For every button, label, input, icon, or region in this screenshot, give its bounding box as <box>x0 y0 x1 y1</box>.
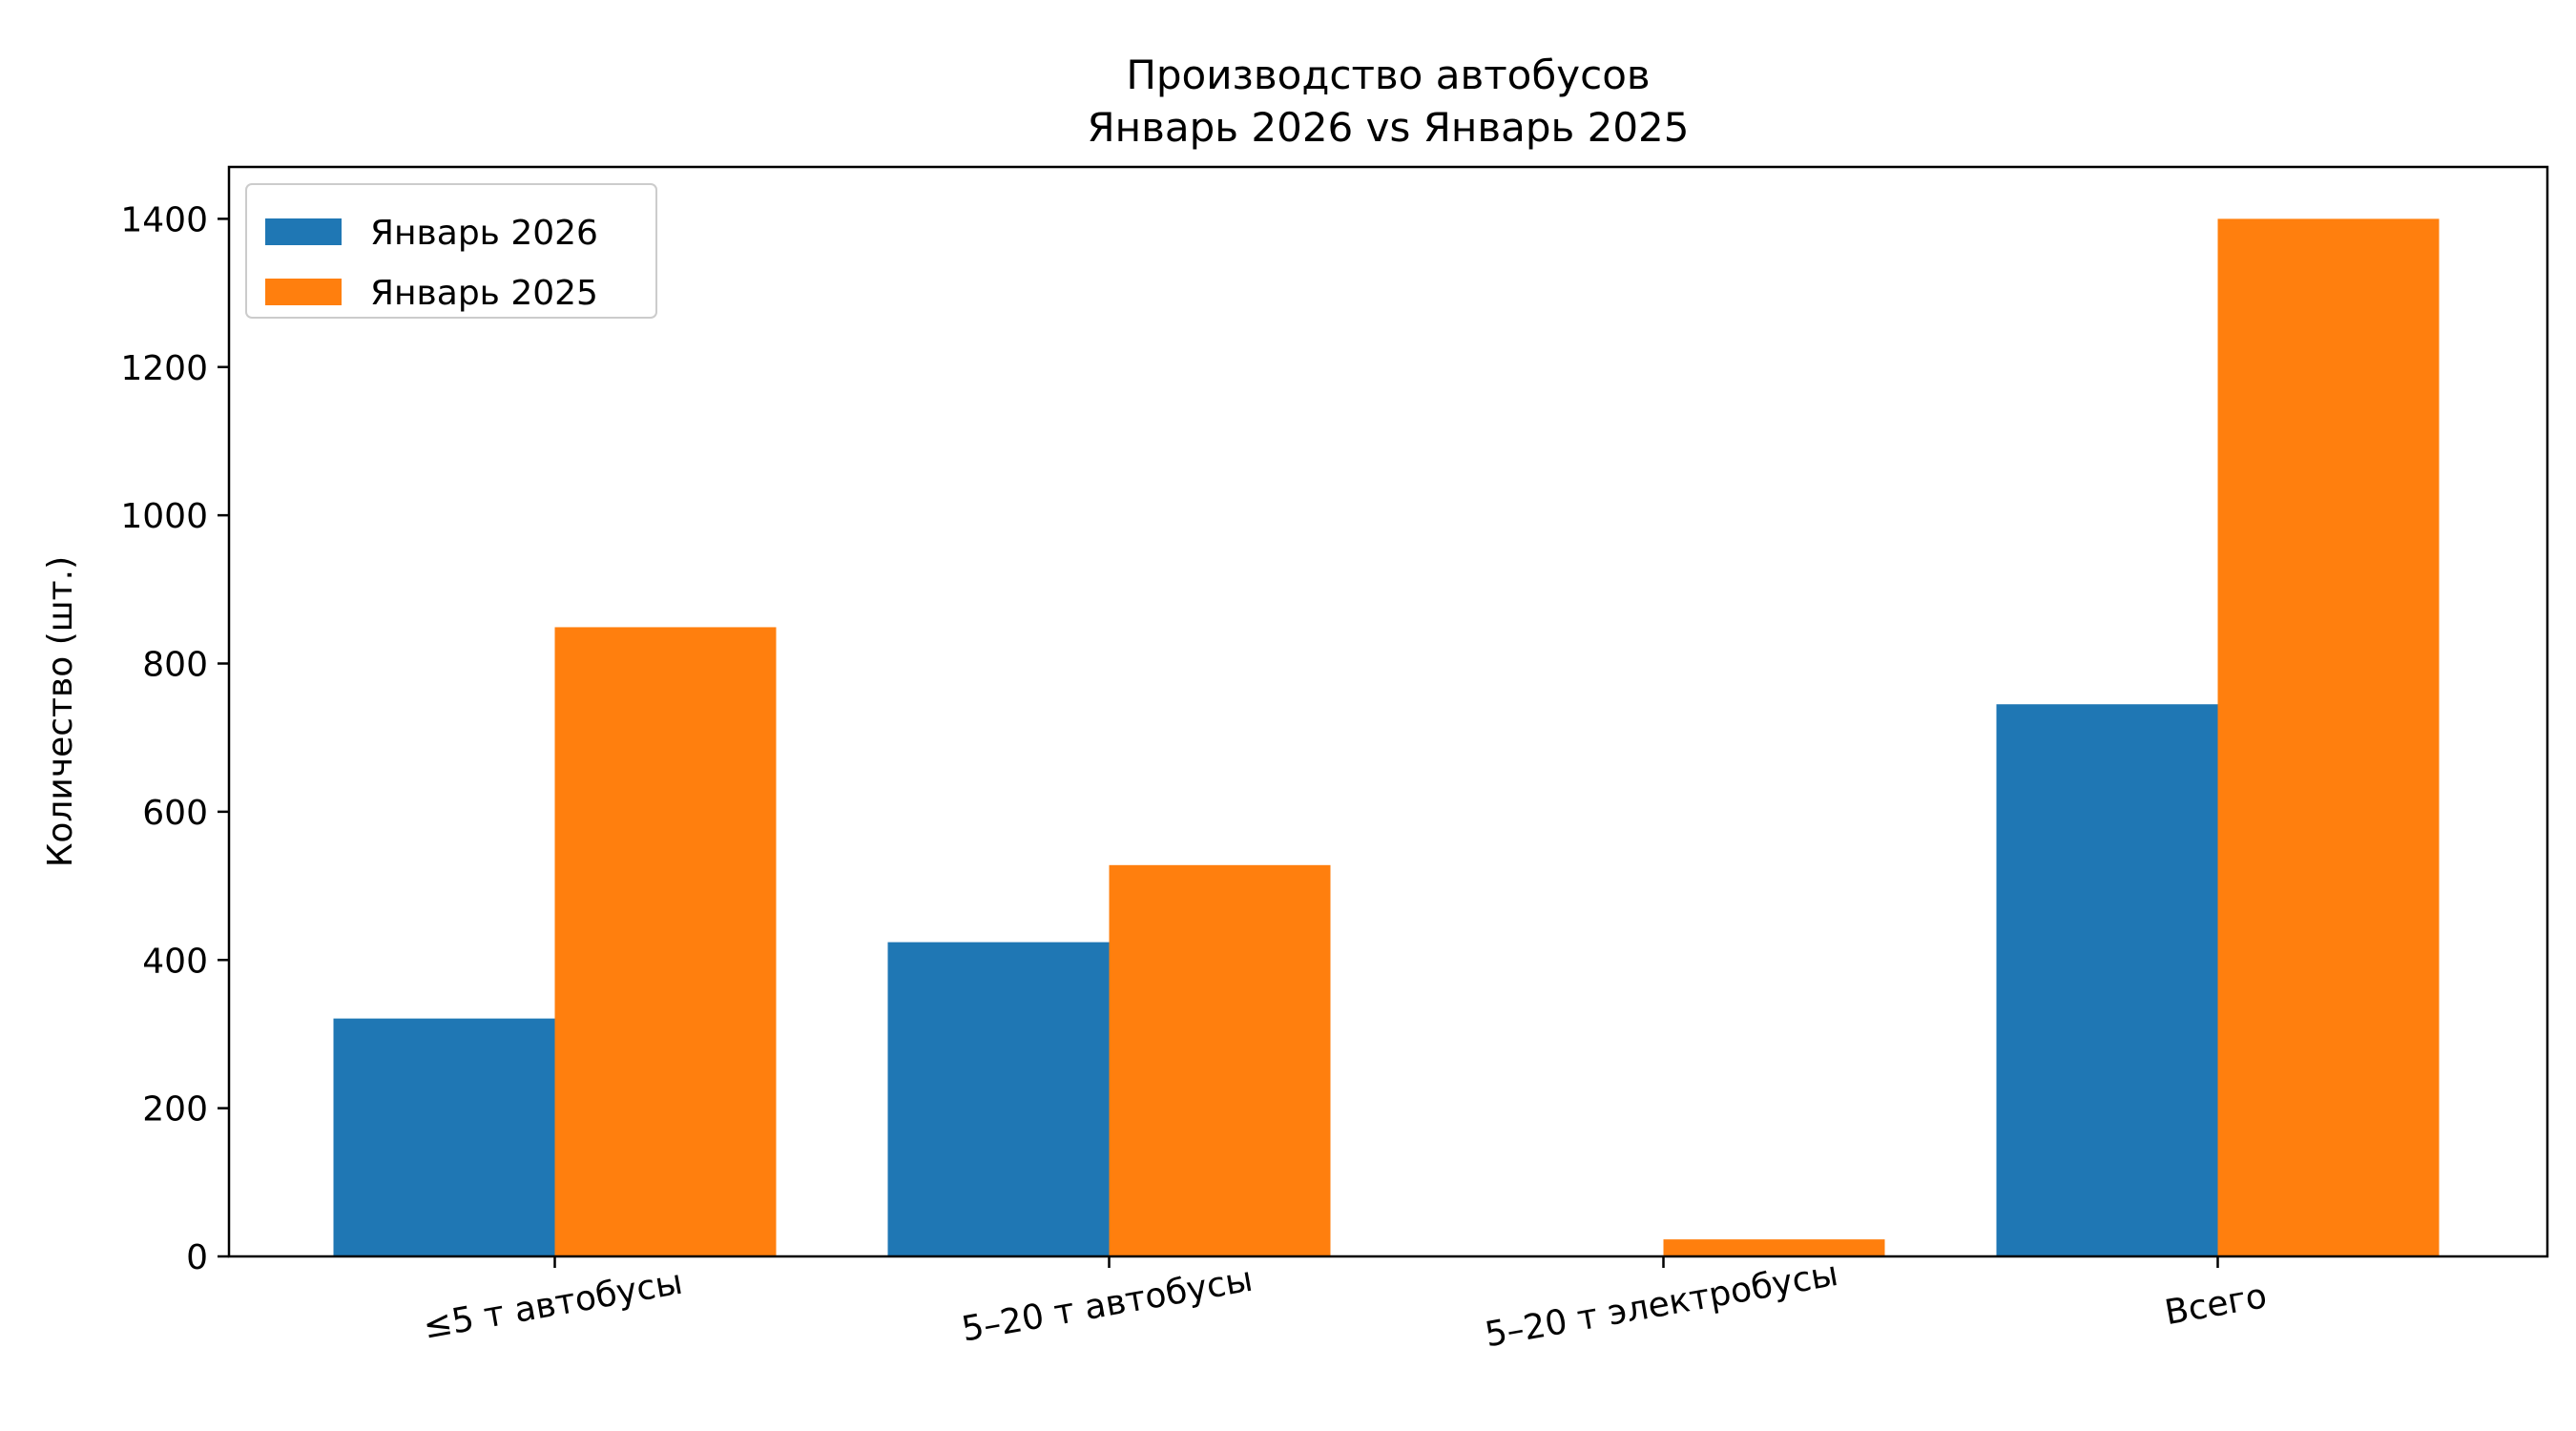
y-axis: 0 200 400 600 800 1000 1200 1400 <box>120 200 229 1277</box>
y-tick-label: 1200 <box>120 349 208 388</box>
y-tick-label: 600 <box>142 794 208 833</box>
legend: Январь 2026 Январь 2025 <box>245 183 657 319</box>
y-tick-label: 800 <box>142 646 208 685</box>
legend-label: Январь 2025 <box>370 274 598 313</box>
y-tick-label: 200 <box>142 1090 208 1130</box>
bar-series-2-cat-3 <box>1663 1239 1885 1256</box>
bar-series-1-cat-4 <box>1996 704 2218 1256</box>
bar-series-2-cat-1 <box>554 627 777 1256</box>
chart-subtitle: Январь 2026 vs Январь 2025 <box>1087 104 1689 151</box>
bar-series-2-cat-4 <box>2217 218 2440 1256</box>
y-tick-label: 400 <box>142 942 208 981</box>
x-tick-label: 5–20 т автобусы <box>959 1260 1256 1350</box>
bars-layer <box>333 218 2440 1256</box>
plot-frame <box>227 165 2549 1258</box>
y-tick-label: 0 <box>186 1238 208 1277</box>
legend-label: Январь 2026 <box>370 214 598 253</box>
x-tick-label: ≤5 т автобусы <box>421 1263 686 1347</box>
bar-series-2-cat-2 <box>1109 864 1331 1256</box>
y-axis-label: Количество (шт.) <box>41 556 80 867</box>
y-tick-label: 1000 <box>120 497 208 536</box>
legend-box <box>245 183 657 319</box>
chart-title: Производство автобусов <box>1126 52 1650 98</box>
bar-series-1-cat-1 <box>333 1018 555 1256</box>
legend-swatch <box>265 218 342 245</box>
y-tick-label: 1400 <box>120 200 208 239</box>
x-axis: ≤5 т автобусы 5–20 т автобусы 5–20 т элект… <box>421 1255 2270 1355</box>
legend-swatch <box>265 279 342 305</box>
x-tick-label: Всего <box>2162 1276 2270 1333</box>
bar-series-1-cat-2 <box>887 942 1110 1256</box>
x-tick-label: 5–20 т электробусы <box>1482 1255 1840 1355</box>
